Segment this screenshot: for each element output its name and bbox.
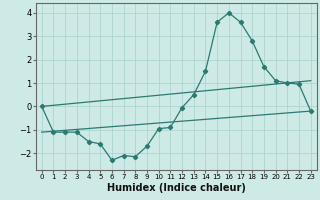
X-axis label: Humidex (Indice chaleur): Humidex (Indice chaleur) xyxy=(107,183,246,193)
